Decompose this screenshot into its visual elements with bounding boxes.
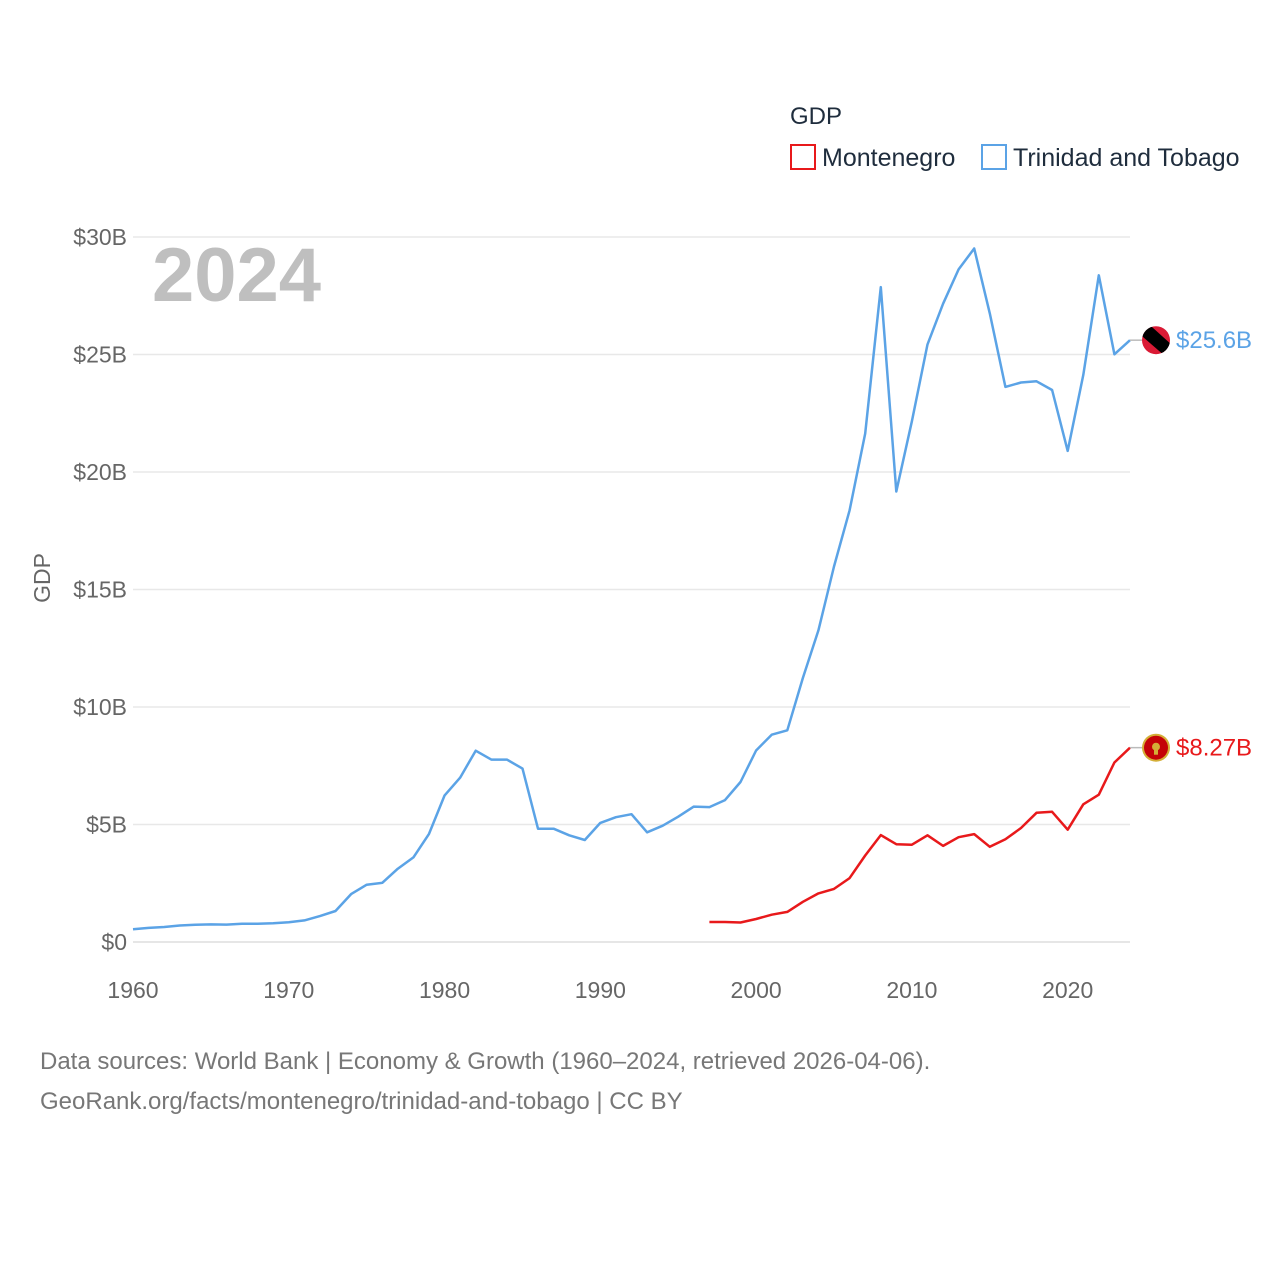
series-lines [132,247,1142,931]
legend-swatch-trinidad-and-tobago [981,144,1007,170]
y-tick-label: $5B [86,812,127,838]
y-axis-ticks: $0 $5B $10B $15B $20B $25B $30B [73,224,127,955]
y-tick-label: $10B [73,694,127,720]
grid-lines [133,236,1130,943]
y-tick-label: $0 [101,929,127,955]
trinidad-and-tobago-flag-icon [1142,326,1170,355]
y-tick-label: $15B [73,577,127,603]
legend-item-montenegro[interactable]: Montenegro [790,144,955,172]
x-tick-label: 1970 [263,977,314,1003]
x-tick-label: 2000 [731,977,782,1003]
legend-label-montenegro: Montenegro [822,144,955,172]
legend-title: GDP [790,103,842,130]
x-tick-label: 1960 [107,977,158,1003]
legend-swatch-montenegro [790,144,816,170]
footer-link[interactable]: GeoRank.org/facts/montenegro/trinidad-an… [40,1088,683,1115]
x-tick-label: 1990 [575,977,626,1003]
legend-item-trinidad-and-tobago[interactable]: Trinidad and Tobago [981,144,1240,172]
end-value-label-montenegro: $8.27B [1176,735,1252,762]
x-tick-label: 2020 [1042,977,1093,1003]
x-tick-label: 1980 [419,977,470,1003]
series-line-montenegro [709,746,1131,924]
end-value-label-trinidad-and-tobago: $25.6B [1176,327,1252,354]
y-axis-label: GDP [29,553,55,603]
footer: Data sources: World Bank | Economy & Gro… [40,1042,930,1122]
x-tick-label: 2010 [886,977,937,1003]
legend: GDP Montenegro Trinidad and Tobago [790,103,1240,172]
series-line-trinidad-and-tobago [132,247,1131,931]
y-tick-label: $20B [73,459,127,485]
y-tick-label: $30B [73,224,127,250]
x-axis-ticks: 1960 1970 1980 1990 2000 2010 2020 [107,977,1093,1003]
legend-label-trinidad-and-tobago: Trinidad and Tobago [1013,144,1240,172]
year-label: 2024 [152,233,321,318]
y-tick-label: $25B [73,342,127,368]
montenegro-flag-icon [1142,733,1170,762]
footer-sources: Data sources: World Bank | Economy & Gro… [40,1048,931,1075]
